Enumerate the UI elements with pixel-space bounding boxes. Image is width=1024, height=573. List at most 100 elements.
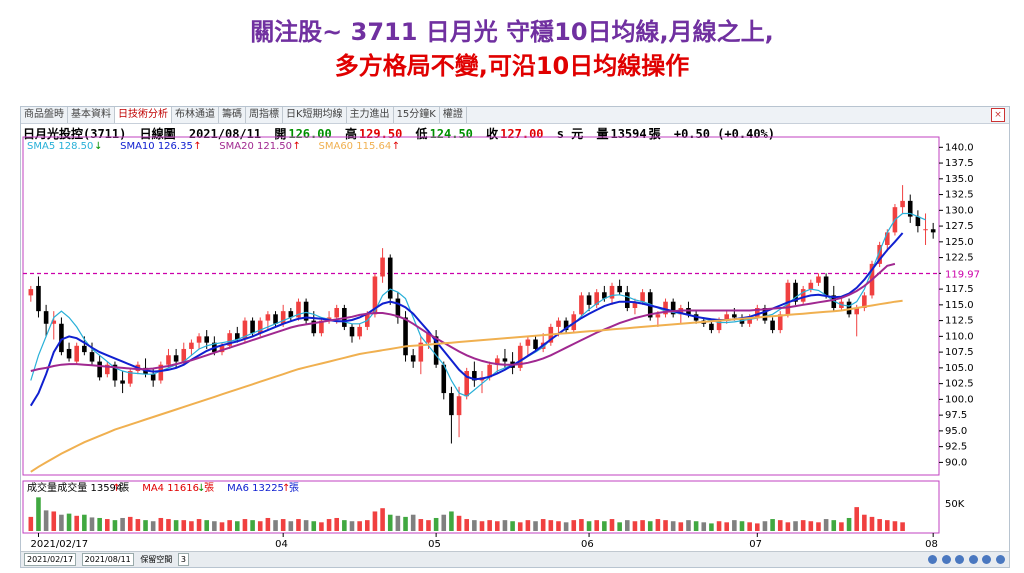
- volume-bar: [625, 520, 630, 531]
- candle-body: [97, 361, 102, 378]
- candle-body: [36, 285, 41, 312]
- volume-bar: [862, 514, 867, 531]
- y-tick-label: 105.0: [945, 363, 974, 374]
- candle-body: [219, 345, 225, 353]
- tab-9[interactable]: 15分鐘K: [394, 107, 440, 123]
- candle-body: [800, 289, 806, 302]
- tab-4[interactable]: 布林通道: [172, 107, 219, 123]
- ma-legend-1: SMA5 128.50: [27, 141, 93, 152]
- tab-6[interactable]: 周指標: [246, 107, 283, 123]
- volume-bar: [158, 517, 164, 531]
- volume-bar: [701, 522, 707, 531]
- volume-bar: [510, 521, 515, 531]
- candle-body: [464, 371, 469, 397]
- volume-bar: [387, 514, 393, 531]
- candlestick-chart[interactable]: 140.0 137.5 135.0 132.5 130.0 127.5 125.0 122.5…: [21, 107, 1009, 551]
- scroll-left-icon[interactable]: [955, 555, 965, 564]
- candle-body: [311, 320, 317, 334]
- volume-bar: [349, 521, 355, 531]
- y-tick-label: 95.0: [945, 426, 967, 437]
- candle-body: [930, 229, 936, 233]
- ma-legend-4: SMA60 115.64: [319, 141, 392, 152]
- candle-body: [655, 314, 661, 318]
- tab-8[interactable]: 主力進出: [347, 107, 394, 123]
- candle-body: [43, 311, 49, 324]
- candle-body: [900, 200, 905, 208]
- tab-2[interactable]: 基本資料: [68, 107, 115, 123]
- candle-body: [915, 216, 921, 227]
- x-tick-label: 04: [275, 539, 288, 550]
- settings-icon[interactable]: [996, 555, 1005, 564]
- close-icon[interactable]: ×: [991, 108, 1005, 122]
- candle-body: [456, 396, 462, 416]
- candle-body: [862, 295, 867, 308]
- volume-bar: [181, 520, 187, 531]
- tab-7[interactable]: 日K短期均線: [283, 107, 347, 123]
- zoom-in-icon[interactable]: [928, 555, 938, 564]
- volume-bar: [395, 515, 401, 531]
- candle-body: [66, 348, 72, 359]
- y-tick-label: 140.0: [945, 142, 974, 153]
- volume-bar: [632, 521, 638, 531]
- candle-body: [609, 285, 615, 299]
- start-date-field[interactable]: 2021/02/17: [24, 553, 77, 566]
- candle-body: [877, 244, 882, 264]
- x-tick-label: 07: [749, 539, 762, 550]
- volume-bar: [663, 520, 668, 531]
- volume-bar: [869, 516, 875, 531]
- refresh-icon[interactable]: [982, 555, 992, 564]
- volume-bar: [112, 520, 118, 531]
- volume-legend-3: MA4 11616: [142, 483, 199, 494]
- candle-body: [724, 314, 729, 321]
- candle-body: [235, 333, 240, 340]
- y-tick-label: 107.5: [945, 347, 974, 358]
- volume-bar: [380, 508, 385, 531]
- volume-bar: [831, 520, 837, 531]
- candle-body: [51, 320, 57, 324]
- tab-10[interactable]: 權證: [440, 107, 467, 123]
- volume-bar: [808, 521, 814, 531]
- volume-bar: [556, 521, 561, 531]
- candle-body: [755, 308, 760, 318]
- volume-bar: [36, 497, 41, 531]
- volume-bar: [372, 511, 378, 531]
- ma-legend-arrow-2: ↑: [193, 141, 201, 152]
- candle-body: [242, 320, 248, 340]
- candle-body: [449, 393, 454, 416]
- volume-bar: [66, 513, 72, 531]
- scroll-right-icon[interactable]: [968, 555, 978, 564]
- tab-3[interactable]: 日技術分析: [115, 107, 172, 123]
- candle-body: [395, 298, 401, 318]
- x-tick-label: 08: [925, 539, 938, 550]
- y-tick-label: 102.5: [945, 379, 974, 390]
- y-tick-label: 90.0: [945, 457, 967, 468]
- end-date-field[interactable]: 2021/08/11: [81, 553, 134, 566]
- candle-body: [563, 320, 569, 331]
- candle-body: [112, 364, 118, 381]
- volume-bar: [678, 522, 684, 531]
- candle-body: [403, 317, 408, 356]
- chart-control-icons: [926, 554, 1005, 569]
- volume-bar: [525, 520, 531, 531]
- candle-body: [617, 285, 622, 293]
- reserve-space-label: 保留空間: [140, 555, 173, 564]
- candle-body: [418, 342, 424, 362]
- volume-bar: [441, 514, 447, 531]
- volume-bar: [357, 521, 362, 531]
- candle-body: [586, 295, 592, 305]
- tab-1[interactable]: 商品盤時: [21, 107, 68, 123]
- candle-body: [907, 200, 913, 217]
- zoom-out-icon[interactable]: [941, 555, 951, 564]
- ma-legend-2: SMA10 126.35: [120, 141, 193, 152]
- candle-body: [28, 289, 34, 296]
- reserve-space-input[interactable]: 3: [177, 553, 189, 566]
- headline-line-2: 多方格局不變,可沿10日均線操作: [334, 52, 690, 80]
- volume-bar: [227, 520, 232, 531]
- candle-body: [433, 336, 439, 365]
- tab-5[interactable]: 籌碼: [219, 107, 246, 123]
- candle-body: [410, 355, 416, 362]
- candle-body: [257, 320, 263, 334]
- candle-body: [380, 257, 385, 277]
- candle-body: [823, 276, 829, 296]
- candle-body: [150, 374, 156, 381]
